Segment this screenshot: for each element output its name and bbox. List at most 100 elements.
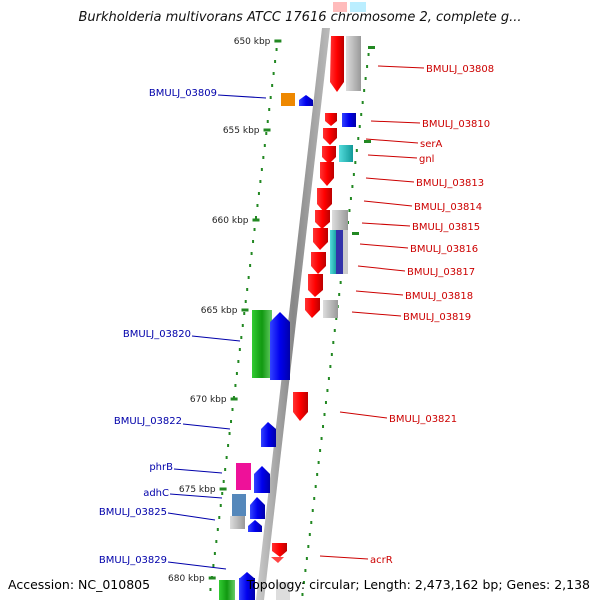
gc-dot xyxy=(366,65,369,68)
gene-feature-gray[interactable] xyxy=(346,36,361,91)
gene-features[interactable] xyxy=(219,2,366,600)
gene-label[interactable]: BMULJ_03814 xyxy=(414,202,482,213)
gene-arrow-reverse[interactable] xyxy=(308,274,323,297)
gc-dot xyxy=(254,216,257,219)
gene-label[interactable]: BMULJ_03819 xyxy=(403,312,471,323)
gene-arrow-forward[interactable] xyxy=(248,520,262,532)
gc-dot xyxy=(227,444,230,447)
leader-line xyxy=(361,222,411,227)
gc-dot xyxy=(360,113,363,116)
gene-label[interactable]: BMULJ_03818 xyxy=(405,291,473,302)
gene-feature-blue[interactable] xyxy=(336,230,344,274)
gc-dot xyxy=(316,473,319,476)
gene-label[interactable]: BMULJ_03813 xyxy=(416,178,484,189)
gene-feature-green[interactable] xyxy=(219,580,235,600)
gc-dot xyxy=(358,125,361,128)
gc-dot xyxy=(249,264,252,267)
gene-arrow-forward[interactable] xyxy=(299,95,313,106)
gene-arrow-forward[interactable] xyxy=(240,572,254,578)
gene-feature-gray[interactable] xyxy=(343,230,348,274)
gene-arrow-reverse[interactable] xyxy=(330,36,344,92)
gc-dot xyxy=(367,53,370,56)
gene-label[interactable]: BMULJ_03821 xyxy=(389,414,457,425)
leader-line xyxy=(365,177,415,183)
tick-mark xyxy=(241,308,249,312)
gene-label[interactable]: acrR xyxy=(370,555,393,566)
leader-line xyxy=(167,512,216,521)
gene-label[interactable]: BMULJ_03817 xyxy=(407,267,475,278)
gene-label[interactable]: BMULJ_03808 xyxy=(426,64,494,75)
gene-arrow-reverse[interactable] xyxy=(313,228,328,250)
gene-arrow-forward[interactable] xyxy=(250,497,265,519)
gene-arrow-forward[interactable] xyxy=(270,312,290,380)
leader-line xyxy=(355,290,404,296)
gene-label[interactable]: serA xyxy=(420,139,442,150)
gc-dot xyxy=(348,209,351,212)
gc-dot xyxy=(322,425,325,428)
gene-feature-gray[interactable] xyxy=(332,210,348,232)
gene-arrow-reverse[interactable] xyxy=(311,252,326,274)
kbp-ruler: 650 kbp 655 kbp 660 kbp 665 kbp 670 kbp 675 k… xyxy=(168,37,282,584)
gene-arrow-reverse[interactable] xyxy=(305,298,320,318)
gc-dot xyxy=(330,353,333,356)
gene-feature-orange[interactable] xyxy=(281,93,295,106)
gene-feature[interactable] xyxy=(350,2,366,12)
leader-line xyxy=(351,311,402,317)
gene-arrow-reverse[interactable] xyxy=(317,188,332,212)
gc-dot xyxy=(352,173,355,176)
gene-label[interactable]: BMULJ_03810 xyxy=(422,119,490,130)
gc-dot xyxy=(260,168,263,171)
gene-arrow-reverse[interactable] xyxy=(272,543,287,557)
gene-arrow-reverse[interactable] xyxy=(315,210,330,229)
gene-feature-magenta[interactable] xyxy=(236,463,251,490)
gene-label[interactable]: phrB xyxy=(149,462,173,473)
tick-label: 660 kbp xyxy=(212,216,249,226)
gene-feature-cyan[interactable] xyxy=(339,145,353,162)
gene-label[interactable]: BMULJ_03816 xyxy=(410,244,478,255)
tick-label: 655 kbp xyxy=(223,126,260,136)
gc-dot xyxy=(240,336,243,339)
gene-arrow-reverse[interactable] xyxy=(271,557,284,563)
gene-arrow-reverse[interactable] xyxy=(325,113,337,126)
gene-arrow-reverse[interactable] xyxy=(320,162,334,186)
gene-label[interactable]: gnl xyxy=(419,154,434,165)
gene-feature-gray[interactable] xyxy=(276,582,290,600)
gene-labels: BMULJ_03808 BMULJ_03810 serA gnl BMULJ_03813… xyxy=(99,64,494,570)
genome-summary-text: Topology: circular; Length: 2,473,162 bp… xyxy=(246,577,590,592)
gc-dot xyxy=(305,557,308,560)
gc-dot xyxy=(310,521,313,524)
gene-arrow-reverse[interactable] xyxy=(322,146,336,164)
gene-label[interactable]: adhC xyxy=(143,488,169,499)
gene-feature-green[interactable] xyxy=(252,310,272,378)
gene-feature-steelblue[interactable] xyxy=(232,494,246,516)
gene-label[interactable]: BMULJ_03820 xyxy=(123,329,191,340)
gene-arrow-forward[interactable] xyxy=(261,422,276,447)
gene-arrow-forward[interactable] xyxy=(254,466,270,493)
gene-label[interactable]: BMULJ_03815 xyxy=(412,222,480,233)
gc-dot xyxy=(339,281,342,284)
gc-dot xyxy=(241,324,244,327)
gene-label[interactable]: BMULJ_03829 xyxy=(99,555,167,566)
gc-dot xyxy=(271,84,274,87)
gene-feature-cyan[interactable] xyxy=(330,230,337,274)
gene-arrow-reverse[interactable] xyxy=(293,392,308,421)
gene-feature-gray[interactable] xyxy=(323,300,338,318)
gc-dot xyxy=(266,120,269,123)
gene-feature[interactable] xyxy=(333,2,347,12)
gc-dot xyxy=(222,480,225,483)
gene-arrow-reverse[interactable] xyxy=(323,128,337,145)
gene-label[interactable]: BMULJ_03822 xyxy=(114,416,182,427)
gc-dot xyxy=(243,312,246,315)
gene-feature-gray[interactable] xyxy=(230,516,245,529)
gene-label[interactable]: BMULJ_03825 xyxy=(99,507,167,518)
gc-dot xyxy=(332,341,335,344)
leader-line xyxy=(377,65,425,69)
gene-feature-blue[interactable] xyxy=(239,578,255,600)
gc-dot xyxy=(231,408,234,411)
gene-label[interactable]: BMULJ_03809 xyxy=(149,88,217,99)
gene-feature-blue[interactable] xyxy=(342,113,356,127)
gc-dot xyxy=(323,413,326,416)
gc-dot xyxy=(230,420,233,423)
gc-dot xyxy=(329,365,332,368)
